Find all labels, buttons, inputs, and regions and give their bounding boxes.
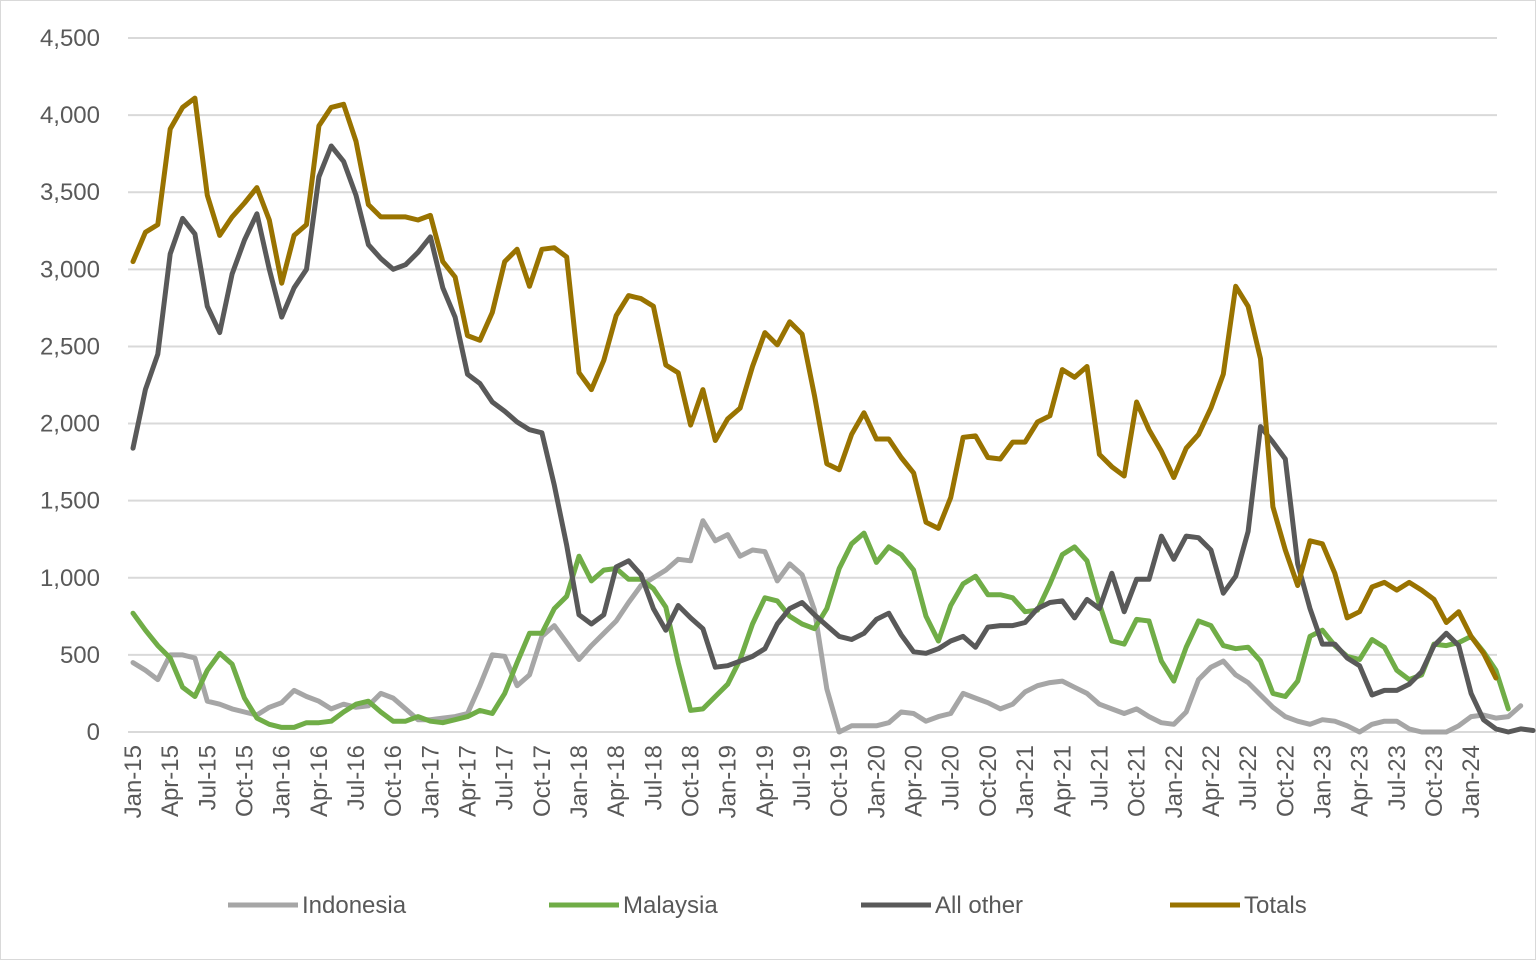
y-tick-label: 1,500: [40, 488, 100, 515]
series-line-totals: [130, 95, 1499, 681]
x-tick-label: Oct-16: [380, 745, 407, 817]
x-tick-label: Jan-23: [1309, 745, 1336, 818]
x-tick-label: Jan-20: [863, 745, 890, 818]
legend-label: Malaysia: [623, 892, 718, 919]
x-tick-label: Jul-17: [492, 745, 519, 810]
x-tick-label: Jan-22: [1161, 745, 1188, 818]
x-tick-label: Apr-16: [306, 745, 333, 817]
x-tick-label: Jan-16: [269, 745, 296, 818]
y-tick-label: 4,500: [40, 25, 100, 52]
y-tick-label: 3,500: [40, 179, 100, 206]
y-tick-label: 2,500: [40, 333, 100, 360]
x-tick-label: Jul-21: [1086, 745, 1113, 810]
x-tick-label: Oct-23: [1421, 745, 1448, 817]
x-tick-label: Oct-15: [232, 745, 259, 817]
x-tick-label: Jul-16: [343, 745, 370, 810]
y-tick-label: 4,000: [40, 102, 100, 129]
x-tick-label: Apr-20: [901, 745, 928, 817]
x-tick-label: Oct-20: [975, 745, 1002, 817]
x-tick-label: Jul-23: [1384, 745, 1411, 810]
x-tick-label: Oct-18: [678, 745, 705, 817]
x-tick-label: Jul-20: [938, 745, 965, 810]
x-tick-label: Jan-24: [1458, 745, 1485, 818]
x-tick-label: Jan-18: [566, 745, 593, 818]
y-tick-label: 2,000: [40, 411, 100, 438]
x-tick-label: Jul-22: [1235, 745, 1262, 810]
y-tick-label: 1,000: [40, 565, 100, 592]
x-tick-label: Apr-22: [1198, 745, 1225, 817]
legend-label: Indonesia: [302, 892, 407, 919]
x-tick-label: Jan-21: [1012, 745, 1039, 818]
x-tick-label: Apr-17: [455, 745, 482, 817]
legend-label: Totals: [1244, 892, 1307, 919]
y-tick-label: 0: [87, 719, 100, 746]
x-tick-label: Apr-19: [752, 745, 779, 817]
x-tick-label: Apr-21: [1049, 745, 1076, 817]
x-tick-label: Oct-17: [529, 745, 556, 817]
x-tick-label: Jul-18: [640, 745, 667, 810]
x-tick-label: Jul-19: [789, 745, 816, 810]
x-tick-label: Jan-19: [715, 745, 742, 818]
x-tick-label: Apr-18: [603, 745, 630, 817]
x-tick-label: Jan-15: [120, 745, 147, 818]
x-tick-label: Oct-21: [1124, 745, 1151, 817]
legend-label: All other: [935, 892, 1023, 919]
x-tick-label: Apr-23: [1347, 745, 1374, 817]
series-line-all-other: [130, 143, 1536, 735]
y-tick-label: 500: [60, 642, 100, 669]
x-tick-label: Oct-22: [1272, 745, 1299, 817]
series-line-indonesia: [130, 518, 1524, 735]
x-tick-label: Oct-19: [826, 745, 853, 817]
y-tick-label: 3,000: [40, 256, 100, 283]
x-tick-label: Jan-17: [417, 745, 444, 818]
x-tick-label: Apr-15: [157, 745, 184, 817]
x-tick-label: Jul-15: [194, 745, 221, 810]
